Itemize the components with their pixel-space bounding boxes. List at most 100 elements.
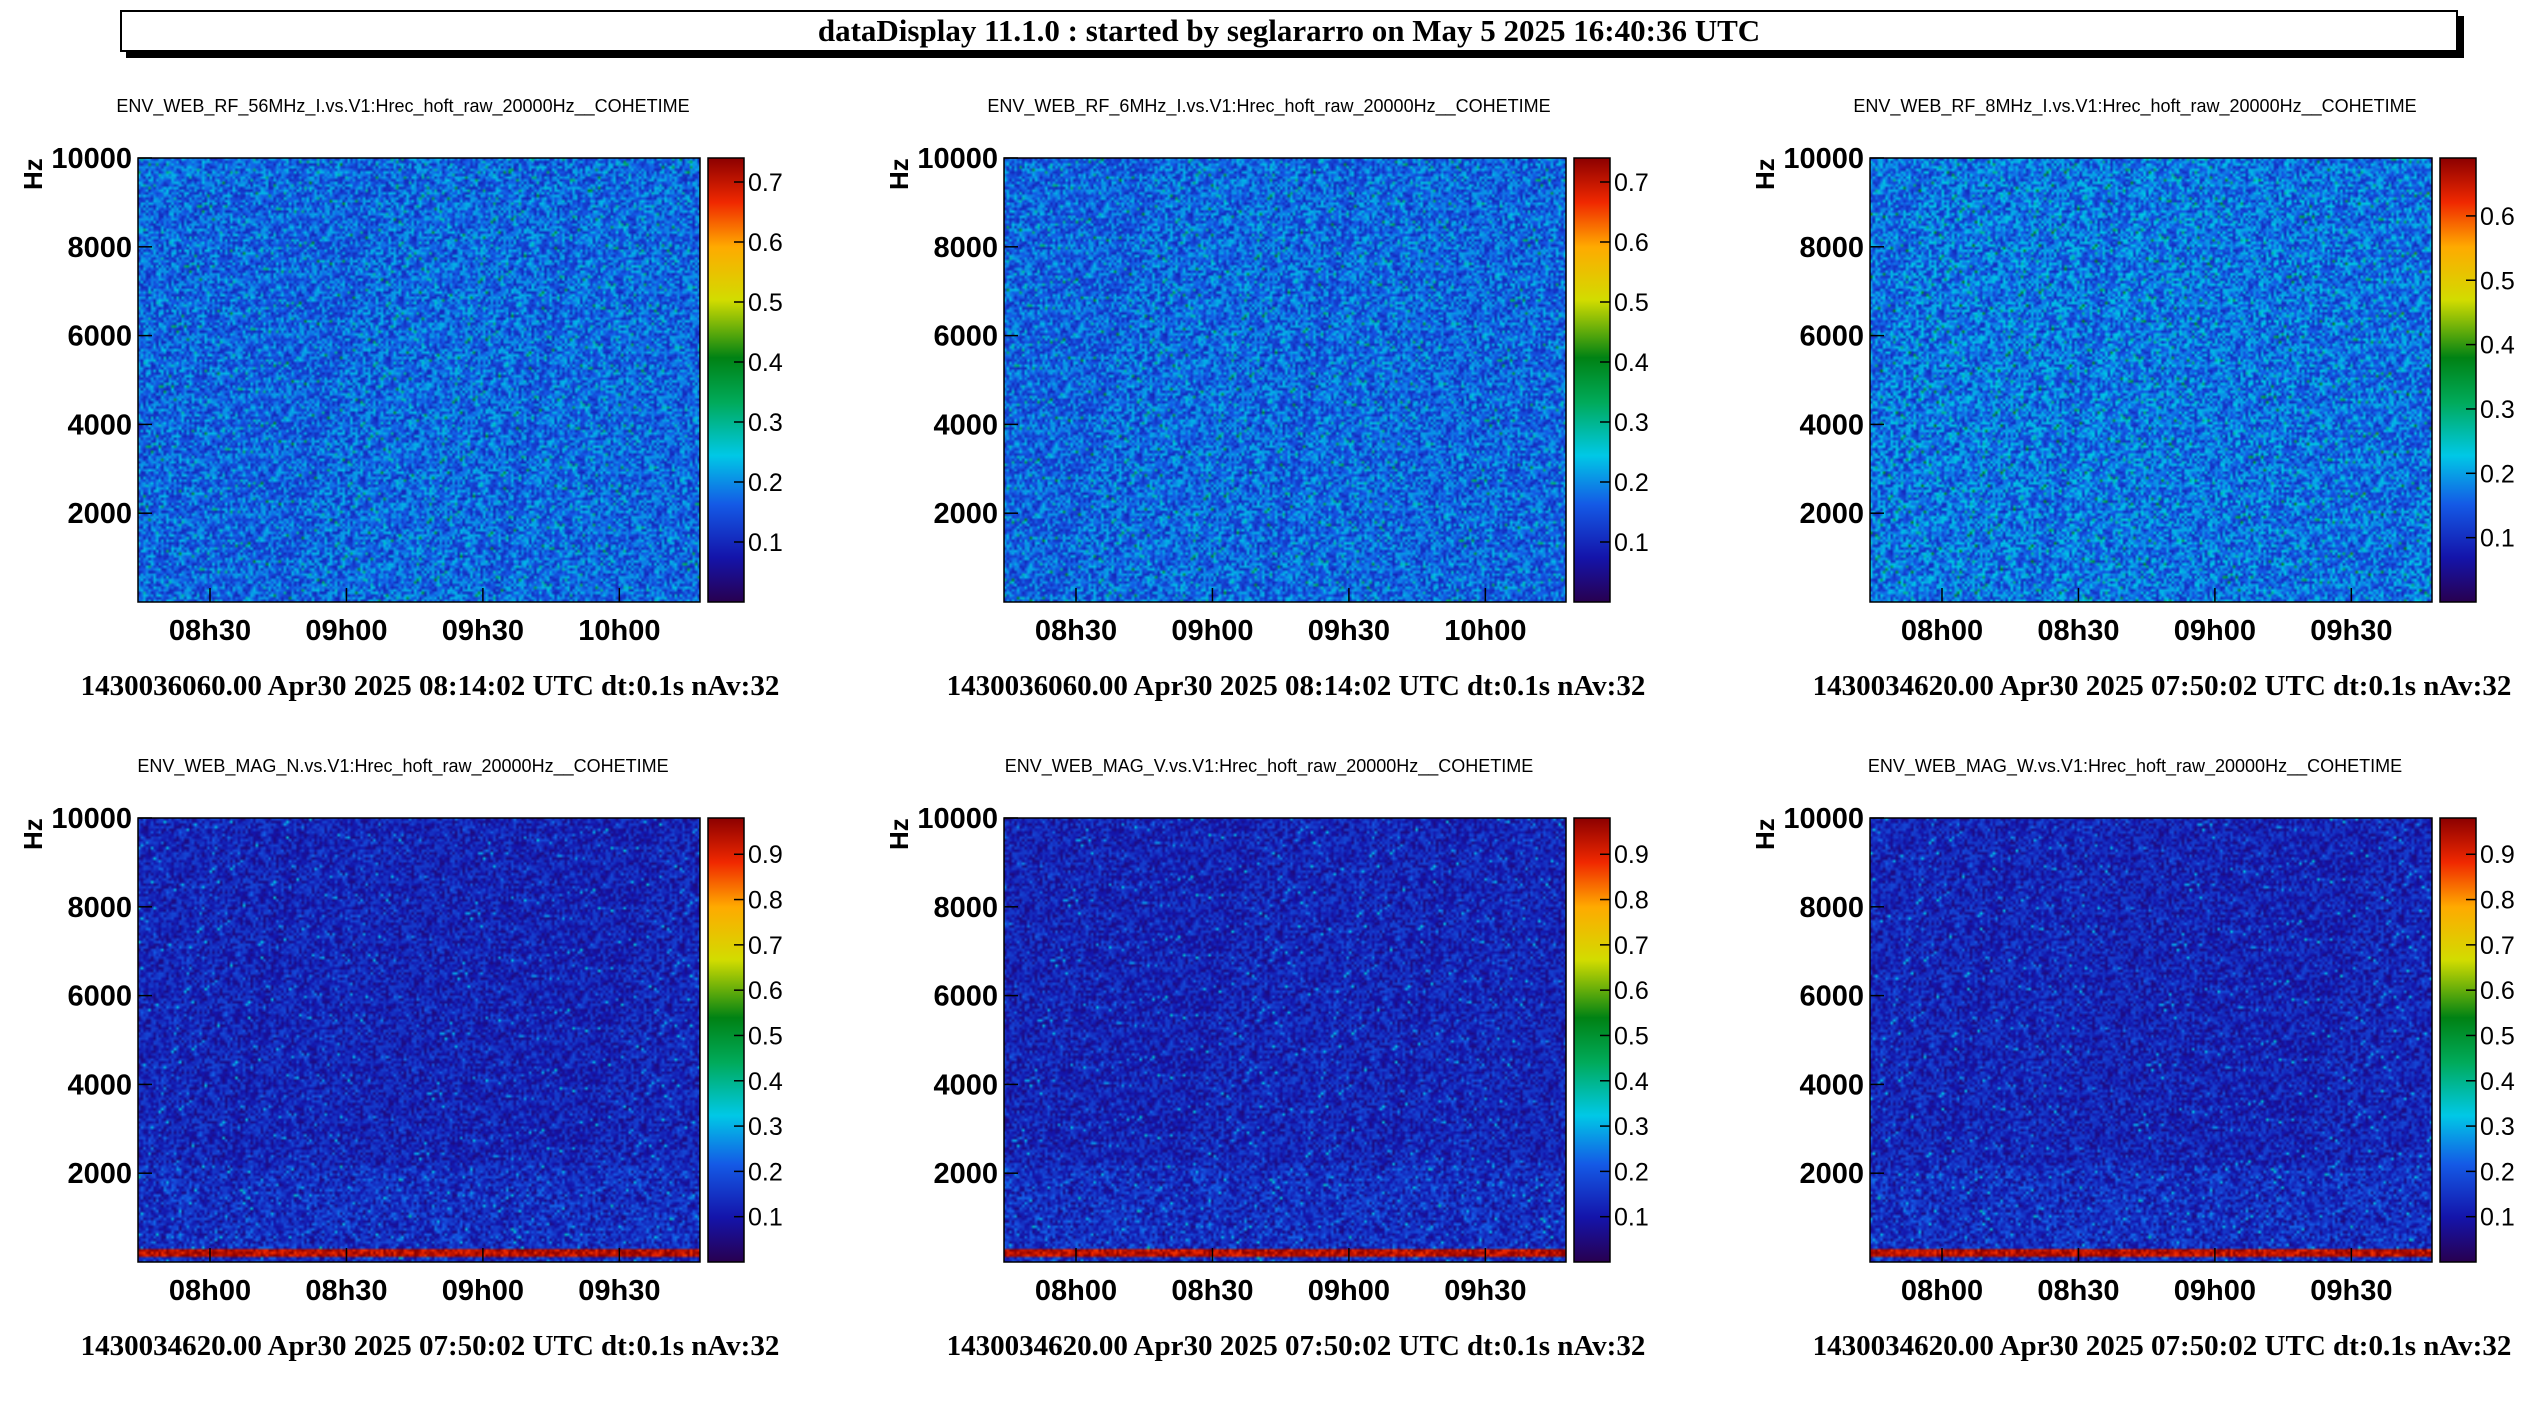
y-tick-label: 4000	[1799, 409, 1864, 441]
spectrogram-svg: 10000 8000 6000 4000 2000 Hz 08h30 09h00 09h30 10…	[884, 143, 1649, 647]
x-tick-label: 09h00	[442, 1275, 524, 1307]
colorbar-tick-label: 0.9	[2480, 841, 2515, 869]
y-axis-label: Hz	[18, 158, 48, 190]
x-tick-label: 10h00	[1444, 615, 1526, 647]
plot-frame	[1869, 817, 2433, 1263]
colorbar-tick-label: 0.8	[2480, 887, 2515, 915]
plot-footer: 1430036060.00 Apr30 2025 08:14:02 UTC dt…	[946, 670, 1646, 702]
y-axis-label: Hz	[884, 818, 914, 850]
colorbar-tick-label: 0.9	[748, 841, 783, 869]
colorbar-tick-label: 0.4	[1614, 349, 1649, 377]
colorbar-tick-label: 0.1	[1614, 529, 1649, 557]
plot-frame	[137, 157, 701, 603]
colorbar-tick-label: 0.3	[1614, 1113, 1649, 1141]
y-tick-label: 2000	[67, 498, 132, 530]
colorbar-tick-label: 0.5	[748, 1022, 783, 1050]
x-tick-label: 09h30	[2310, 1275, 2392, 1307]
x-tick-label: 09h30	[1308, 615, 1390, 647]
colorbar-tick-label: 0.1	[748, 1204, 783, 1232]
spectrogram-panel: 10000 8000 6000 4000 2000 Hz 08h30 09h00 09h30 10…	[0, 90, 846, 750]
x-tick-label: 08h30	[1035, 615, 1117, 647]
y-tick-label: 4000	[67, 409, 132, 441]
colorbar-tick-label: 0.7	[1614, 169, 1649, 197]
heatmap-image	[1870, 158, 2432, 602]
colorbar	[707, 157, 745, 603]
x-tick-label: 09h00	[2174, 615, 2256, 647]
spectrogram-panel: 10000 8000 6000 4000 2000 Hz 08h00 08h30 09h00 09…	[0, 750, 846, 1410]
plot-footer: 1430034620.00 Apr30 2025 07:50:02 UTC dt…	[1812, 1330, 2512, 1362]
colorbar-tick-label: 0.7	[748, 932, 783, 960]
y-tick-label: 8000	[933, 232, 998, 264]
y-tick-label: 2000	[1799, 1158, 1864, 1190]
x-tick-label: 08h00	[169, 1275, 251, 1307]
plot-frame	[137, 817, 701, 1263]
plot-title: ENV_WEB_RF_56MHz_I.vs.V1:Hrec_hoft_raw_2…	[116, 96, 690, 116]
colorbar-tick-label: 0.3	[1614, 409, 1649, 437]
colorbar-tick-label: 0.2	[2480, 1158, 2515, 1186]
x-tick-label: 08h30	[2037, 615, 2119, 647]
plot-title: ENV_WEB_RF_6MHz_I.vs.V1:Hrec_hoft_raw_20…	[987, 96, 1551, 116]
spectrogram-svg: 10000 8000 6000 4000 2000 Hz 08h30 09h00 09h30 10…	[18, 143, 783, 647]
x-tick-label: 09h30	[1444, 1275, 1526, 1307]
colorbar-tick-label: 0.6	[2480, 203, 2515, 231]
y-tick-label: 6000	[67, 981, 132, 1013]
colorbar-tick-label: 0.8	[1614, 887, 1649, 915]
x-tick-label: 08h30	[305, 1275, 387, 1307]
heatmap-image	[1004, 158, 1566, 602]
x-tick-label: 09h00	[1171, 615, 1253, 647]
y-tick-label: 8000	[67, 892, 132, 924]
y-tick-label: 10000	[1783, 803, 1864, 835]
spectrogram-svg: 10000 8000 6000 4000 2000 Hz 08h00 08h30 09h00 09…	[18, 803, 783, 1307]
x-tick-label: 09h30	[578, 1275, 660, 1307]
y-axis-label: Hz	[1750, 818, 1780, 850]
colorbar	[1573, 817, 1611, 1263]
y-tick-label: 6000	[67, 321, 132, 353]
colorbar-tick-label: 0.6	[1614, 229, 1649, 257]
colorbar-tick-label: 0.4	[2480, 1068, 2515, 1096]
y-tick-label: 6000	[1799, 321, 1864, 353]
heatmap-image	[1004, 818, 1566, 1262]
heatmap-image	[138, 818, 700, 1262]
colorbar-tick-label: 0.1	[2480, 525, 2515, 553]
colorbar-tick-label: 0.4	[748, 1068, 783, 1096]
heatmap-image	[1870, 818, 2432, 1262]
x-tick-label: 08h00	[1035, 1275, 1117, 1307]
y-tick-label: 10000	[917, 803, 998, 835]
plot-footer: 1430034620.00 Apr30 2025 07:50:02 UTC dt…	[946, 1330, 1646, 1362]
colorbar-tick-label: 0.2	[2480, 460, 2515, 488]
plot-footer: 1430036060.00 Apr30 2025 08:14:02 UTC dt…	[80, 670, 780, 702]
colorbar-tick-label: 0.1	[2480, 1204, 2515, 1232]
y-tick-label: 2000	[933, 498, 998, 530]
colorbar-tick-label: 0.9	[1614, 841, 1649, 869]
x-tick-label: 09h30	[2310, 615, 2392, 647]
colorbar	[2439, 157, 2477, 603]
y-tick-label: 4000	[1799, 1069, 1864, 1101]
colorbar-tick-label: 0.5	[2480, 267, 2515, 295]
y-tick-label: 8000	[67, 232, 132, 264]
plot-frame	[1003, 157, 1567, 603]
y-tick-label: 10000	[1783, 143, 1864, 175]
colorbar-tick-label: 0.5	[1614, 1022, 1649, 1050]
colorbar-tick-label: 0.1	[1614, 1204, 1649, 1232]
spectrogram-panel: 10000 8000 6000 4000 2000 Hz 08h30 09h00 09h30 10…	[866, 90, 1712, 750]
colorbar-tick-label: 0.4	[1614, 1068, 1649, 1096]
plot-title: ENV_WEB_RF_8MHz_I.vs.V1:Hrec_hoft_raw_20…	[1853, 96, 2417, 116]
plot-title: ENV_WEB_MAG_V.vs.V1:Hrec_hoft_raw_20000H…	[1004, 756, 1534, 776]
colorbar-tick-label: 0.8	[748, 887, 783, 915]
y-tick-label: 4000	[933, 409, 998, 441]
x-tick-label: 09h30	[442, 615, 524, 647]
plot-footer: 1430034620.00 Apr30 2025 07:50:02 UTC dt…	[1812, 670, 2512, 702]
x-tick-label: 08h30	[2037, 1275, 2119, 1307]
colorbar	[2439, 817, 2477, 1263]
y-tick-label: 2000	[933, 1158, 998, 1190]
plot-frame	[1869, 157, 2433, 603]
colorbar-tick-label: 0.5	[748, 289, 783, 317]
x-tick-label: 09h00	[1308, 1275, 1390, 1307]
x-tick-label: 09h00	[2174, 1275, 2256, 1307]
colorbar-tick-label: 0.1	[748, 529, 783, 557]
x-tick-label: 08h00	[1901, 1275, 1983, 1307]
colorbar-tick-label: 0.3	[2480, 396, 2515, 424]
y-tick-label: 10000	[917, 143, 998, 175]
plot-frame	[1003, 817, 1567, 1263]
y-tick-label: 8000	[1799, 892, 1864, 924]
